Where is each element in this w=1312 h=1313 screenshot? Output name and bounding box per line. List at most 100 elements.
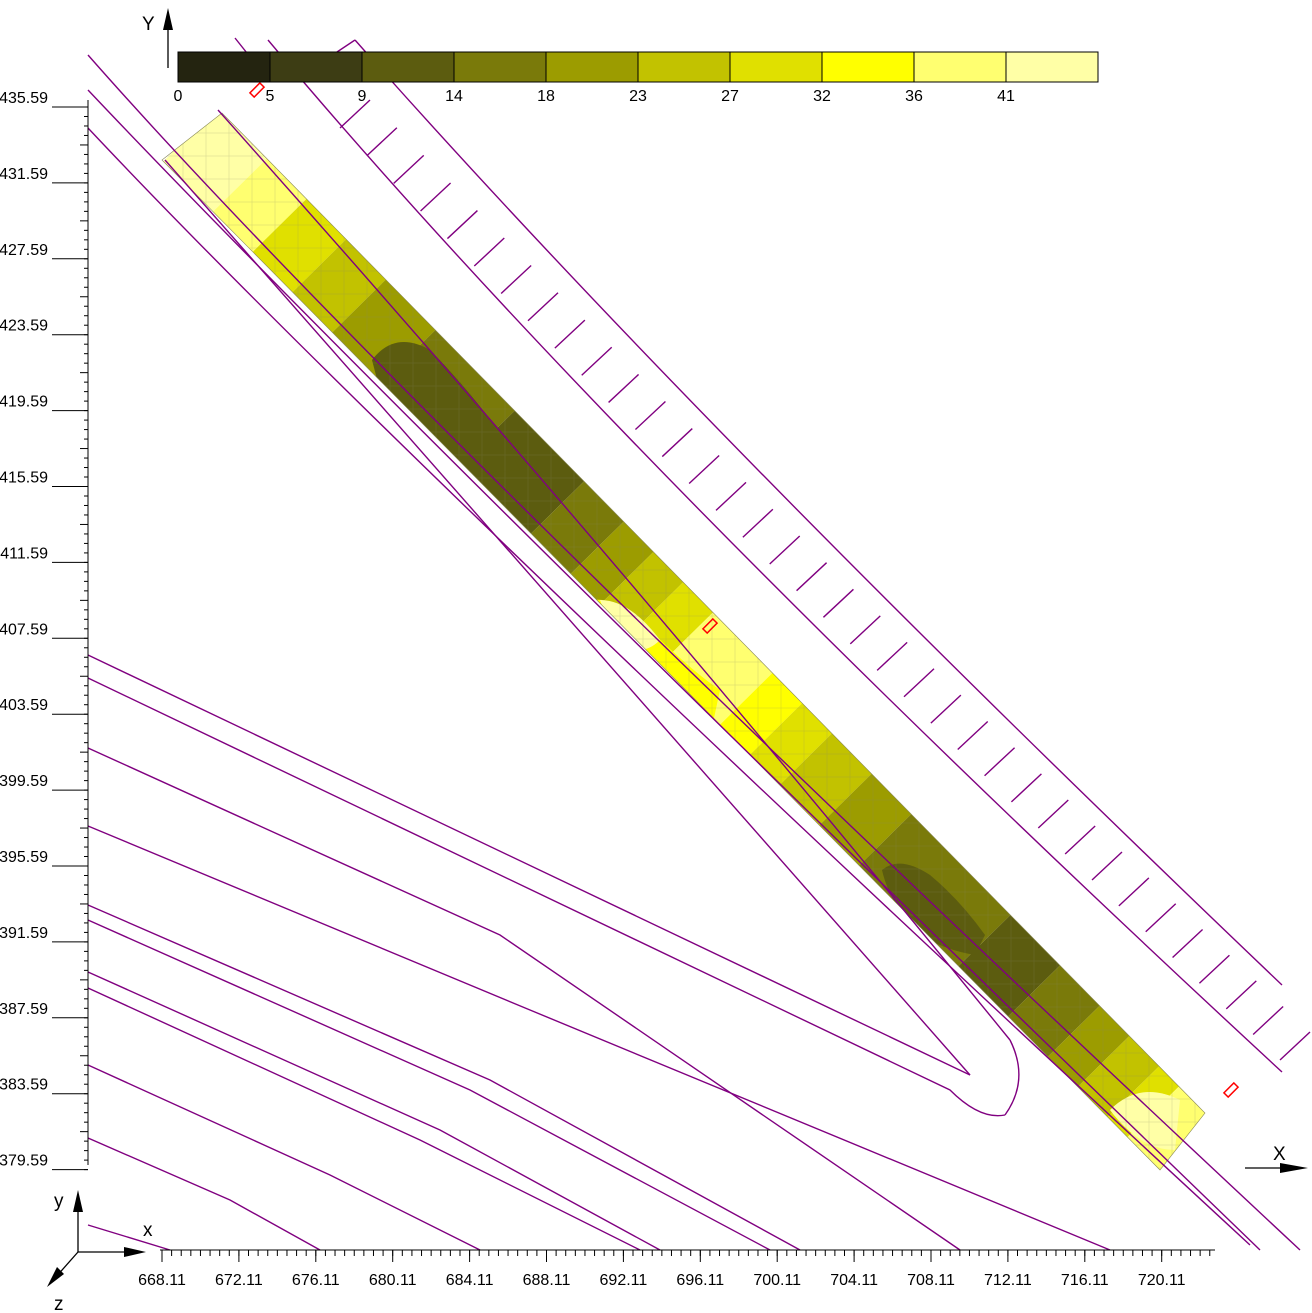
coordinate-triad: y x z bbox=[47, 1190, 153, 1313]
hatch-mark bbox=[393, 154, 425, 184]
x-axis-ruler: 668.11 672.11 676.11 680.11 684.11 688.11 692.… bbox=[138, 1249, 1215, 1289]
y-tick-label: 427.59 bbox=[0, 242, 48, 259]
marker bbox=[701, 617, 719, 635]
y-tick-label: 407.59 bbox=[0, 621, 48, 638]
hatch-mark bbox=[903, 668, 935, 698]
legend-swatch bbox=[821, 51, 915, 83]
road-line bbox=[87, 747, 961, 1251]
x-tick-label: 716.11 bbox=[1061, 1272, 1109, 1289]
x-tick-label: 680.11 bbox=[369, 1272, 417, 1289]
road-line bbox=[87, 677, 1006, 1117]
hatch-mark bbox=[876, 641, 908, 671]
legend-swatch bbox=[361, 51, 455, 83]
hatch-mark bbox=[715, 481, 747, 511]
hatch-mark bbox=[1037, 799, 1069, 829]
contour-blob-pale-2 bbox=[1110, 1092, 1180, 1150]
x-tick-label: 672.11 bbox=[215, 1272, 263, 1289]
x-tick-label: 696.11 bbox=[676, 1272, 724, 1289]
y-tick-label: 379.59 bbox=[0, 1153, 48, 1170]
y-tick-label: 415.59 bbox=[0, 470, 48, 487]
hatch-mark bbox=[1252, 1005, 1284, 1035]
hatch-mark bbox=[661, 428, 693, 458]
y-tick-label: 423.59 bbox=[0, 318, 48, 335]
x-tick-label: 704.11 bbox=[830, 1272, 878, 1289]
legend-label: 27 bbox=[721, 88, 739, 105]
legend-swatch bbox=[637, 51, 731, 83]
hatch-mark bbox=[930, 694, 962, 724]
legend-swatch bbox=[545, 51, 639, 83]
road-line bbox=[87, 127, 1251, 1246]
x-tick-label: 676.11 bbox=[292, 1272, 340, 1289]
y-tick-label: 419.59 bbox=[0, 394, 48, 411]
marker bbox=[1222, 1081, 1240, 1099]
road-line bbox=[217, 109, 1011, 1041]
road-line bbox=[1004, 1039, 1020, 1116]
hatch-mark bbox=[608, 373, 640, 403]
triad-x-label: x bbox=[143, 1220, 153, 1241]
hatch-mark bbox=[527, 292, 559, 322]
hatch-mark bbox=[984, 747, 1016, 777]
x-tick-label: 700.11 bbox=[753, 1272, 801, 1289]
road-line bbox=[87, 825, 1111, 1251]
legend-label: 0 bbox=[174, 88, 183, 105]
road-line bbox=[87, 1137, 321, 1251]
legend-label: 23 bbox=[629, 88, 647, 105]
hatch-mark bbox=[742, 508, 774, 538]
legend-label: 5 bbox=[266, 88, 275, 105]
road-line bbox=[87, 904, 801, 1251]
hatch-mark bbox=[554, 319, 586, 349]
y-tick-label: 387.59 bbox=[0, 1001, 48, 1018]
hatch-mark bbox=[446, 210, 478, 240]
legend-swatch bbox=[1005, 51, 1099, 83]
y-tick-label: 391.59 bbox=[0, 925, 48, 942]
markers bbox=[248, 81, 1240, 1099]
y-axis-ruler: 435.59 431.59 427.59 423.59 419.59 415.59 411.… bbox=[0, 90, 89, 1171]
road-line bbox=[87, 54, 1301, 1251]
marker bbox=[248, 81, 266, 99]
legend-swatch bbox=[269, 51, 363, 83]
road-line bbox=[267, 39, 1283, 1073]
road-line bbox=[87, 1064, 481, 1251]
road-line bbox=[87, 89, 1261, 1251]
color-legend: 0 5 9 14 18 23 27 32 36 41 bbox=[174, 51, 1099, 105]
triad-y-label: y bbox=[54, 1191, 64, 1212]
road-lines bbox=[87, 37, 1301, 1251]
contour-blob-dark-1 bbox=[372, 342, 520, 473]
y-tick-label: 411.59 bbox=[0, 545, 48, 562]
x-axis-letter: X bbox=[1273, 1144, 1286, 1165]
legend-label: 14 bbox=[445, 88, 463, 105]
y-tick-label: 435.59 bbox=[0, 90, 48, 107]
hatch-mark bbox=[634, 401, 666, 431]
hatch-mark bbox=[957, 720, 989, 750]
contour-strip bbox=[162, 113, 1205, 1170]
x-tick-label: 720.11 bbox=[1138, 1272, 1186, 1289]
hatch-mark bbox=[769, 535, 801, 565]
road-line bbox=[164, 159, 971, 1076]
x-tick-label: 688.11 bbox=[523, 1272, 571, 1289]
legend-swatch bbox=[913, 51, 1007, 83]
x-tick-label: 692.11 bbox=[600, 1272, 648, 1289]
x-tick-label: 708.11 bbox=[907, 1272, 955, 1289]
legend-swatch bbox=[453, 51, 547, 83]
road-line bbox=[87, 987, 641, 1251]
hatch-mark bbox=[500, 264, 532, 294]
triad-z-label: z bbox=[54, 1294, 64, 1313]
hatch-mark bbox=[1279, 1031, 1311, 1061]
x-tick-label: 668.11 bbox=[138, 1272, 186, 1289]
x-tick-label: 712.11 bbox=[984, 1272, 1032, 1289]
hatch-mark bbox=[796, 562, 828, 592]
hatch-mark bbox=[420, 182, 452, 212]
hatch-mark bbox=[1064, 825, 1096, 855]
contour-blob-pale-3 bbox=[165, 120, 250, 200]
hatch-mark bbox=[1118, 877, 1150, 907]
x-axis-arrow: X bbox=[1245, 1144, 1308, 1173]
y-tick-label: 431.59 bbox=[0, 166, 48, 183]
hatch-mark bbox=[1091, 851, 1123, 881]
hatch-mark bbox=[1172, 929, 1204, 959]
legend-label: 9 bbox=[358, 88, 367, 105]
hatch-mark bbox=[473, 237, 505, 267]
legend-label: 41 bbox=[997, 88, 1015, 105]
contour-blob-dark-2 bbox=[882, 863, 985, 955]
hatch-mark bbox=[1010, 773, 1042, 803]
legend-label: 32 bbox=[813, 88, 831, 105]
